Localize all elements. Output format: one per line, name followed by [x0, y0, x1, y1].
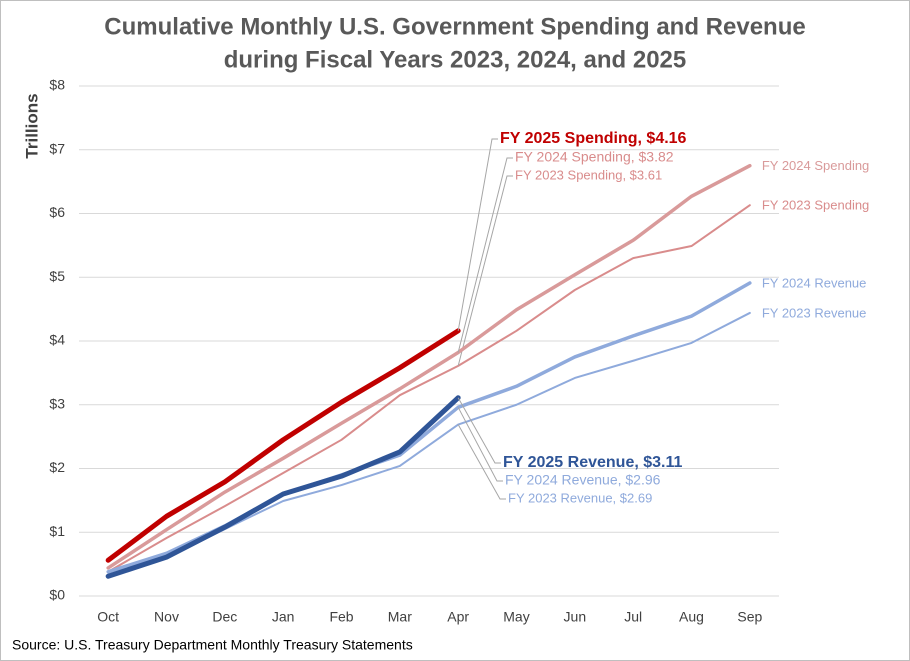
value-label: FY 2025 Revenue, $3.11: [503, 454, 682, 471]
value-label: FY 2024 Revenue, $2.96: [505, 472, 661, 488]
y-tick-label: $0: [49, 587, 65, 603]
value-label: FY 2023 Revenue, $2.69: [508, 490, 652, 505]
x-tick-label: Dec: [212, 609, 237, 625]
y-tick-label: $7: [49, 140, 65, 156]
y-tick-label: $6: [49, 204, 65, 220]
x-tick-label: Sep: [737, 609, 762, 625]
callout-leader: [457, 407, 503, 482]
x-tick-label: Mar: [388, 609, 412, 625]
callout-leader: [457, 397, 501, 464]
series-end-label: FY 2023 Revenue: [762, 305, 867, 320]
x-tick-label: Nov: [154, 609, 179, 625]
callout-leader: [457, 175, 513, 366]
series-end-label: FY 2024 Spending: [762, 158, 869, 173]
y-tick-label: $1: [49, 523, 65, 539]
series-line: [106, 163, 752, 570]
y-tick-label: $8: [49, 77, 65, 93]
series-line: [105, 395, 461, 579]
value-label: FY 2024 Spending, $3.82: [515, 149, 674, 165]
series-line: [107, 204, 751, 573]
y-tick-label: $2: [49, 459, 65, 475]
source-note: Source: U.S. Treasury Department Monthly…: [12, 637, 413, 653]
callout-leader: [457, 157, 513, 353]
x-tick-label: Jan: [272, 609, 295, 625]
series-end-label: FY 2024 Revenue: [762, 275, 867, 290]
y-tick-label: $4: [49, 332, 65, 348]
value-label: FY 2025 Spending, $4.16: [500, 130, 687, 147]
x-tick-label: Aug: [679, 609, 704, 625]
x-tick-label: May: [503, 609, 529, 625]
chart-title: during Fiscal Years 2023, 2024, and 2025: [224, 46, 687, 73]
y-axis-label: Trillions: [22, 93, 41, 158]
callout-leader: [457, 138, 498, 331]
x-tick-label: Feb: [329, 609, 353, 625]
y-tick-label: $3: [49, 395, 65, 411]
x-tick-label: Jun: [564, 609, 587, 625]
chart-title: Cumulative Monthly U.S. Government Spend…: [104, 13, 805, 40]
x-tick-label: Apr: [447, 609, 469, 625]
x-tick-label: Oct: [97, 609, 119, 625]
x-tick-label: Jul: [624, 609, 642, 625]
value-label: FY 2023 Spending, $3.61: [515, 167, 662, 182]
series-end-label: FY 2023 Spending: [762, 198, 869, 213]
series-line: [105, 328, 461, 563]
y-tick-label: $5: [49, 268, 65, 284]
callout-leader: [457, 424, 506, 500]
